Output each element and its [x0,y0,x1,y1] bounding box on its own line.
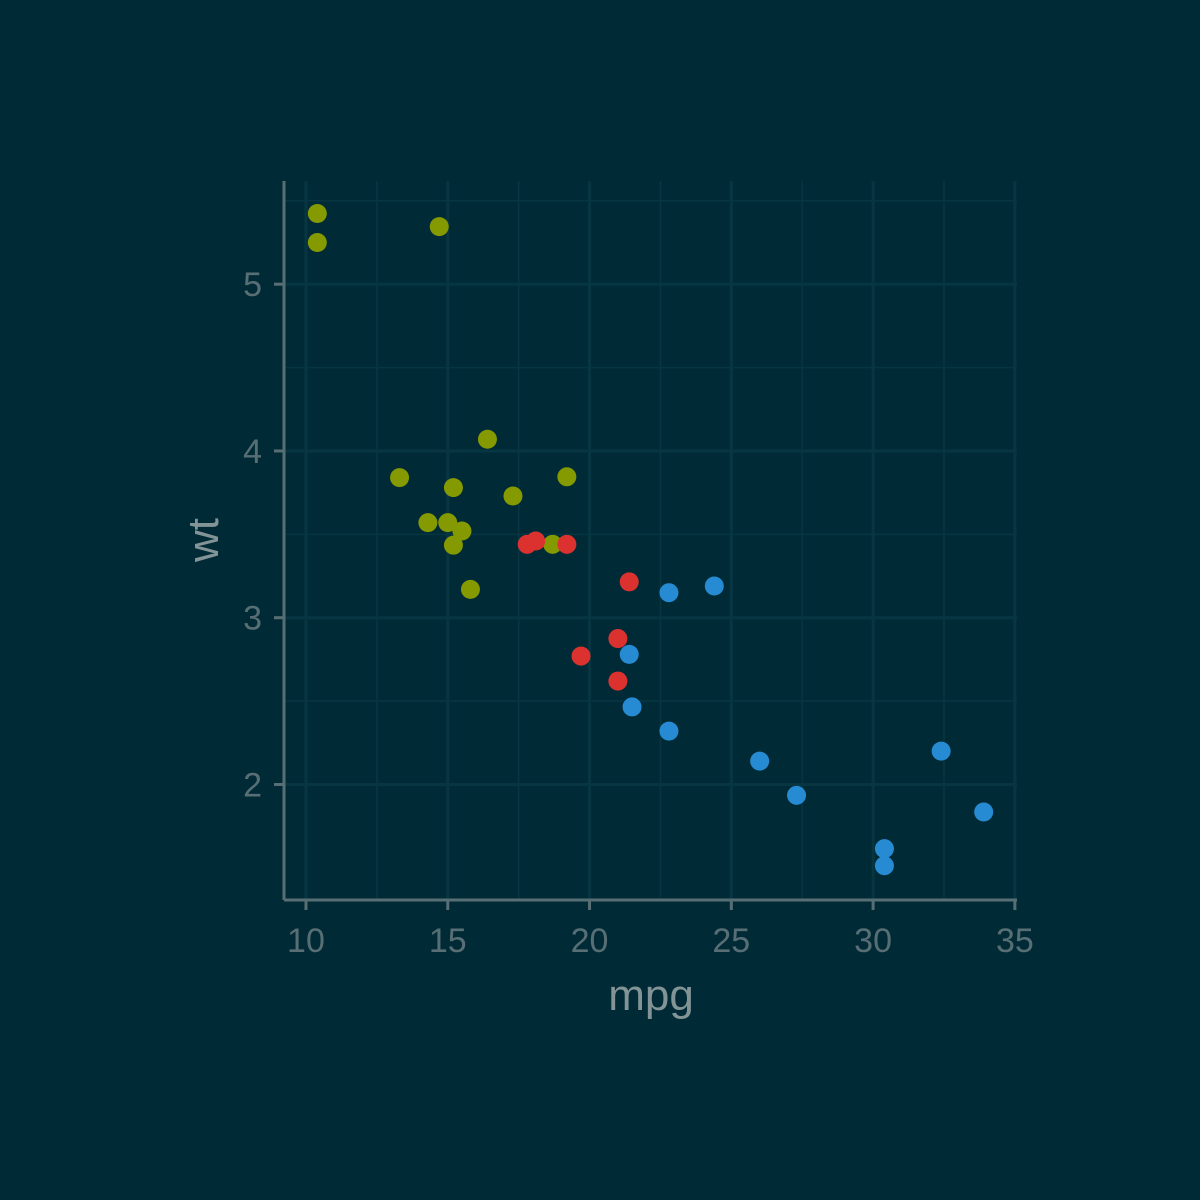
data-point [608,629,628,649]
x-tick-label: 10 [287,922,325,960]
data-point [443,535,463,555]
data-point [390,468,410,488]
data-point [704,576,724,596]
tick-labels: 10 15 20 25 30 35 2 3 4 5 [243,266,1034,960]
data-point [787,785,807,805]
data-point [557,534,577,554]
data-point [622,697,642,717]
x-tick-label: 35 [996,922,1034,960]
grid-lines [284,181,1017,900]
y-axis-title: wt [179,518,228,563]
data-point [619,572,639,592]
y-tick-label: 2 [243,766,262,804]
data-point [750,751,770,771]
data-point [503,486,523,506]
data-point [619,644,639,664]
data-point [517,534,537,554]
x-axis-title: mpg [608,971,694,1020]
data-point [557,467,577,487]
data-point [307,203,327,223]
data-point [477,429,497,449]
data-point [874,856,894,876]
data-point [874,839,894,859]
data-point [543,534,563,554]
x-tick-label: 25 [712,922,750,960]
axes [282,181,1017,902]
y-tick-label: 3 [243,600,262,638]
data-point [608,671,628,691]
data-point [659,721,679,741]
data-point [438,513,458,533]
data-point [443,478,463,498]
y-tick-label: 5 [243,266,262,304]
x-tick-label: 15 [429,922,467,960]
data-point [931,741,951,761]
data-point [974,802,994,822]
y-tick-label: 4 [243,433,262,471]
data-point [460,579,480,599]
data-point [571,646,591,666]
data-point [418,513,438,533]
data-point [452,521,472,541]
x-tick-label: 20 [571,922,609,960]
tick-marks [274,282,1017,910]
data-point [307,232,327,252]
x-tick-label: 30 [854,922,892,960]
data-point [429,217,449,237]
data-point [659,583,679,603]
data-points [307,203,994,876]
